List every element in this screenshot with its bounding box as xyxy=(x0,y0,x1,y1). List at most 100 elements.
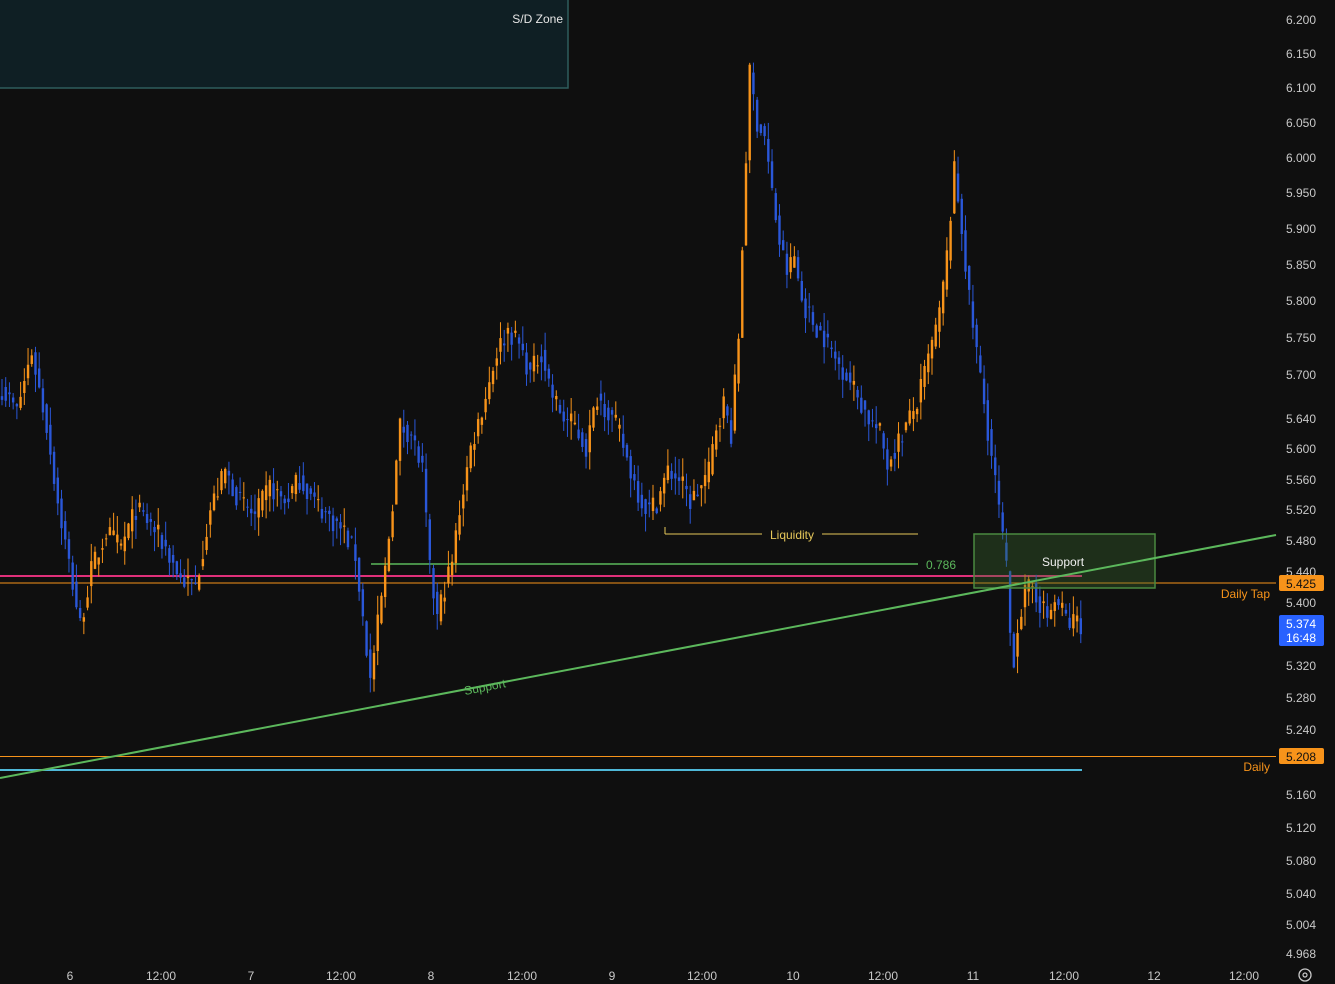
candle-body xyxy=(1034,582,1038,603)
candle-body xyxy=(510,332,513,345)
candle-body xyxy=(1016,633,1019,657)
daily-price-tag[interactable] xyxy=(1279,748,1324,764)
candle-body xyxy=(759,124,763,133)
candle-body xyxy=(782,240,785,251)
sd-zone-box[interactable] xyxy=(0,0,569,89)
candle-body xyxy=(246,506,249,508)
candle-body xyxy=(1046,606,1049,618)
candle-body xyxy=(473,444,476,450)
candle-body xyxy=(703,475,707,487)
candle-body xyxy=(982,378,986,405)
candle-body xyxy=(398,418,402,461)
candle-body xyxy=(517,337,521,344)
candle-body xyxy=(134,515,138,520)
candle-body xyxy=(458,515,461,535)
candle-body xyxy=(209,510,212,525)
candle-body xyxy=(915,408,919,415)
x-tick-label: 12:00 xyxy=(868,969,898,983)
settings-gear-icon[interactable] xyxy=(1298,968,1312,982)
candle-body xyxy=(235,487,238,506)
support-trendline[interactable] xyxy=(0,534,1277,779)
candle-body xyxy=(402,426,405,433)
x-tick-label: 7 xyxy=(248,969,255,983)
candle-body xyxy=(413,435,417,441)
candle-body xyxy=(1079,618,1082,635)
candle-body xyxy=(692,490,696,501)
candle-body xyxy=(60,498,63,529)
support-box[interactable] xyxy=(973,533,1156,589)
candle-body xyxy=(789,257,792,273)
candle-body xyxy=(804,298,807,319)
candle-body xyxy=(160,535,164,549)
sd-zone-label: S/D Zone xyxy=(512,12,563,26)
candle-body xyxy=(168,548,171,563)
candle-body xyxy=(573,422,577,425)
candle-body xyxy=(1031,586,1034,588)
daily-tap-price-tag[interactable] xyxy=(1279,575,1324,591)
candle-body xyxy=(231,479,234,497)
candle-body xyxy=(436,591,439,615)
candle-body xyxy=(324,511,327,513)
candle-body xyxy=(744,163,748,246)
candle-body xyxy=(577,429,580,439)
candle-body xyxy=(685,485,688,490)
candle-body xyxy=(343,525,346,527)
candle-body xyxy=(164,539,167,547)
candle-body xyxy=(566,419,569,421)
candle-body xyxy=(1049,609,1053,619)
candle-body xyxy=(302,475,305,492)
candle-body xyxy=(521,343,524,351)
x-tick-label: 12 xyxy=(1147,969,1161,983)
candle-body xyxy=(78,607,82,619)
x-tick-label: 12:00 xyxy=(326,969,356,983)
x-axis[interactable]: 6 12:00 7 12:00 8 12:00 9 12:00 10 12:00… xyxy=(67,969,1260,983)
candle-body xyxy=(328,510,331,514)
candle-body xyxy=(949,220,952,261)
candle-body xyxy=(562,411,565,422)
candle-body xyxy=(863,400,867,410)
candle-body xyxy=(923,366,926,387)
candle-body xyxy=(525,352,528,375)
last-price-tag[interactable] xyxy=(1279,615,1324,646)
candle-body xyxy=(700,485,703,489)
candle-body xyxy=(261,490,264,511)
candle-body xyxy=(644,499,647,514)
candle-body xyxy=(1008,571,1012,633)
candle-body xyxy=(67,539,71,559)
candle-body xyxy=(75,581,78,608)
candle-body xyxy=(748,64,751,161)
candle-body xyxy=(421,455,424,463)
candle-body xyxy=(726,406,729,416)
candle-body xyxy=(82,617,86,622)
candle-body xyxy=(97,557,100,565)
candle-body xyxy=(979,355,982,373)
candle-body xyxy=(424,468,428,513)
candle-body xyxy=(465,467,469,491)
candle-body xyxy=(837,357,841,364)
y-tick-label: 5.080 xyxy=(1286,854,1316,868)
candle-body xyxy=(171,554,175,563)
candle-body xyxy=(785,253,789,275)
y-tick-label: 5.004 xyxy=(1286,918,1316,932)
candle-body xyxy=(826,333,830,338)
candle-body xyxy=(499,338,502,352)
candle-body xyxy=(212,493,216,511)
candle-body xyxy=(157,524,160,530)
candle-body xyxy=(908,410,911,424)
candle-body xyxy=(1072,614,1075,629)
candle-body xyxy=(633,474,636,481)
candle-body xyxy=(101,548,104,550)
y-tick-label: 5.700 xyxy=(1286,368,1316,382)
candle-body xyxy=(897,433,900,452)
y-tick-label: 5.160 xyxy=(1286,788,1316,802)
candle-body xyxy=(930,339,934,359)
countdown-value: 16:48 xyxy=(1286,631,1316,645)
candle-body xyxy=(432,568,435,599)
candle-body xyxy=(30,355,33,364)
candle-body xyxy=(555,395,558,400)
candle-body xyxy=(860,397,863,413)
fib-786-label: 0.786 xyxy=(926,558,956,572)
candle-body xyxy=(912,411,915,419)
